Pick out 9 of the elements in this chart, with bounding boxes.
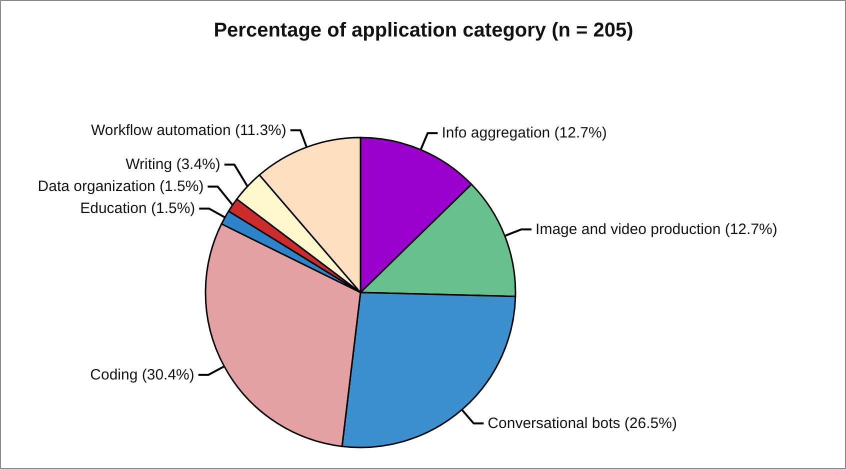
- slice-label: Conversational bots (26.5%): [488, 414, 677, 432]
- slice-label: Workflow automation (11.3%): [91, 122, 286, 139]
- slice-label: Info aggregation (12.7%): [442, 124, 607, 142]
- slice-label: Coding (30.4%): [90, 366, 194, 384]
- slice-label: Data organization (1.5%): [38, 178, 204, 196]
- slice-label: Image and video production (12.7%): [536, 220, 778, 238]
- slice-label: Writing (3.4%): [126, 156, 220, 174]
- slice-label: Education (1.5%): [80, 200, 196, 218]
- chart-title: Percentage of application category (n = 205): [214, 20, 634, 42]
